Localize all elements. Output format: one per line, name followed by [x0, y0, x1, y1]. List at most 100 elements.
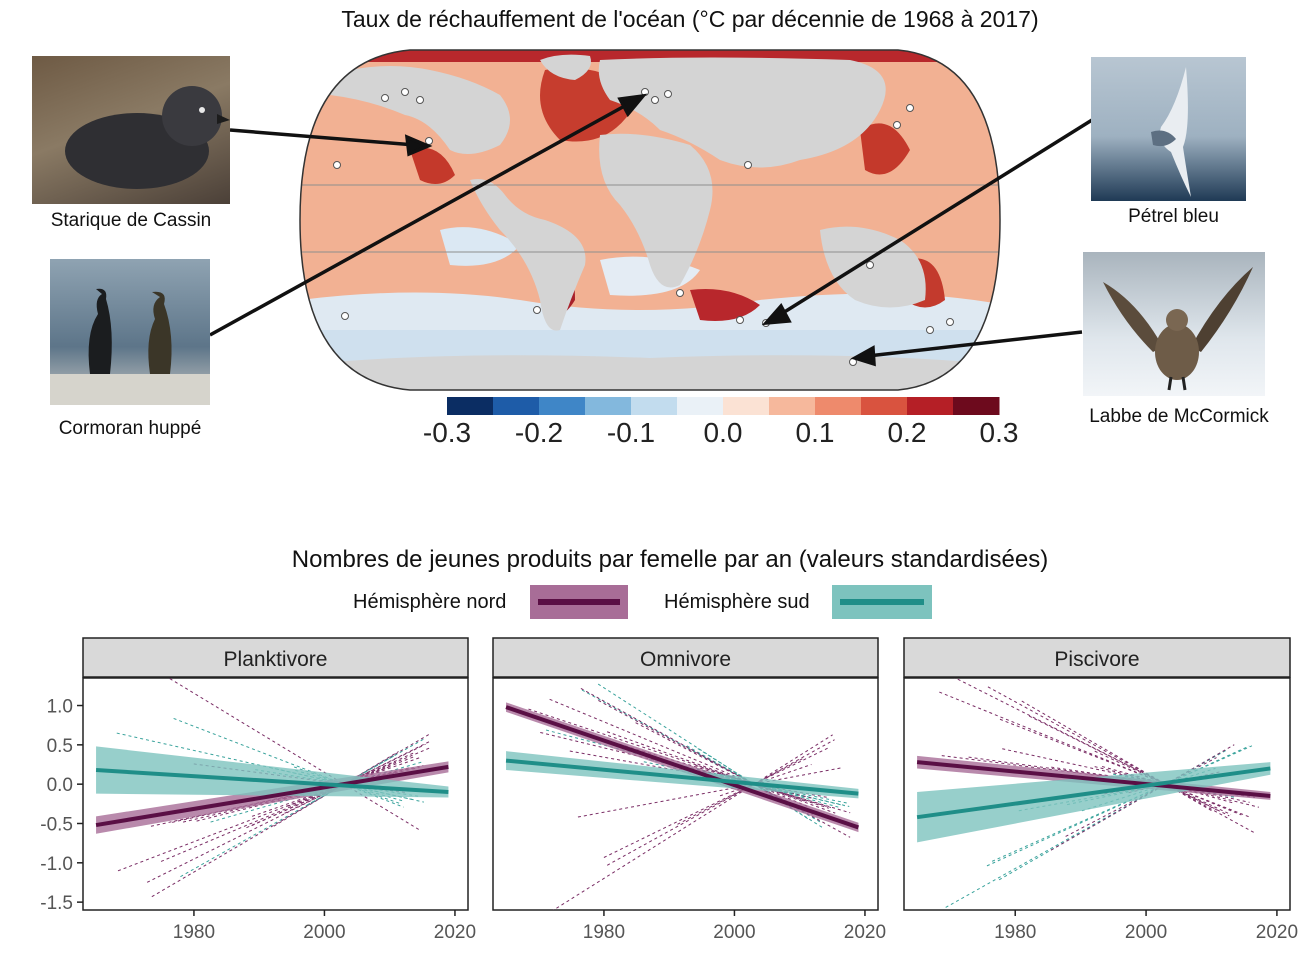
facet-panel-planktivore: Planktivore 1980 2000 2020 1.0 0.5 0.0 -0.5 -1.0… — [40, 637, 476, 943]
eurasia-land — [598, 57, 886, 168]
colorbar-swatch — [585, 397, 632, 415]
facet-strip — [903, 637, 1291, 678]
arrow-labbe — [867, 330, 1083, 358]
colony-trend-line — [998, 751, 1223, 881]
legend-swatch-south — [832, 585, 932, 619]
colorbar-swatch — [631, 397, 678, 415]
labbe-photo — [1083, 252, 1265, 396]
arrow-petrel-head — [761, 302, 792, 326]
colony-trend-line — [581, 689, 808, 814]
legend-line-south — [840, 599, 924, 605]
facet-title: Planktivore — [224, 648, 328, 671]
colony-trend-line — [686, 745, 823, 824]
trend-line-north — [95, 764, 449, 828]
colorbar-swatch — [539, 397, 586, 415]
colorbar-swatch — [769, 397, 816, 415]
africa-land — [599, 133, 713, 288]
colony-trend-line — [1094, 750, 1232, 816]
south-pacific-cool-patch — [440, 227, 520, 266]
y-tick-label: -1.0 — [40, 854, 73, 875]
colony-trend-line — [1050, 744, 1235, 851]
colorbar-tick-label: 0.0 — [704, 417, 743, 448]
colorbar-swatch — [447, 397, 494, 415]
bird-label-cormoran: Cormoran huppé — [58, 418, 202, 439]
cassin-photo — [32, 56, 230, 204]
map-title: Taux de réchauffement de l'océan (°C par… — [341, 6, 1039, 32]
arctic-hot-band — [300, 50, 1000, 62]
legend-label-south: Hémisphère sud — [664, 591, 810, 613]
y-tick-label: 0.0 — [47, 775, 73, 796]
ocean-warming-map — [300, 50, 1000, 390]
petrel-photo — [1091, 57, 1246, 201]
arrow-labbe-head — [850, 345, 876, 367]
lower-chart-title: Nombres de jeunes produits par femelle p… — [291, 546, 1049, 573]
arrow-petrel — [777, 118, 1093, 318]
bird-label-petrel: Pétrel bleu — [1128, 206, 1219, 227]
greenland-land — [540, 54, 591, 80]
colony-trend-line — [1021, 700, 1215, 813]
colorbar-tick-label: -0.2 — [515, 417, 563, 448]
facet-marks — [916, 678, 1271, 908]
colony-trend-line — [577, 767, 841, 818]
x-tick-label: 1980 — [583, 922, 625, 943]
southern-ocean-transition — [300, 292, 1000, 330]
colorbar-tick-label: -0.3 — [423, 417, 471, 448]
legend-swatch-north — [530, 585, 628, 619]
colorbar-tick-label: 0.3 — [980, 417, 1019, 448]
colorbar-swatch — [723, 397, 770, 415]
colony-trend-line — [987, 686, 1255, 833]
colony-trend-line — [991, 745, 1253, 862]
arrow-cormoran-head — [617, 93, 648, 118]
antarctica-land — [300, 355, 1000, 390]
colorbar-tick-label: 0.2 — [888, 417, 927, 448]
legend-label-north: Hémisphère nord — [353, 591, 507, 613]
trend-line-north — [916, 760, 1271, 798]
arrow-cassin-head — [404, 134, 433, 157]
north-america-land — [330, 66, 510, 154]
y-tick-label: 0.5 — [47, 736, 73, 757]
x-tick-label: 1980 — [173, 922, 215, 943]
x-tick-label: 2020 — [434, 922, 476, 943]
colorbar-tick-label: 0.1 — [796, 417, 835, 448]
colony-trend-line — [180, 738, 425, 878]
facet-marks — [505, 683, 860, 910]
cormoran-bird-image — [50, 288, 210, 405]
trend-line-south — [95, 768, 449, 795]
facet-title: Omnivore — [640, 648, 731, 671]
colorbar: -0.3 -0.2 -0.1 0.0 0.1 0.2 0.3 — [423, 397, 1019, 448]
colorbar-swatch — [953, 397, 1000, 415]
cassin-bird-image — [65, 86, 230, 189]
facet-title: Piscivore — [1054, 648, 1139, 671]
x-tick-label: 2020 — [1256, 922, 1298, 943]
colorbar-swatch — [677, 397, 724, 415]
colony-trend-line — [160, 746, 432, 862]
colony-trend-line — [941, 755, 1239, 794]
kuroshio-hotspot — [860, 123, 910, 175]
colony-trend-line — [146, 740, 432, 883]
colorbar-swatch — [815, 397, 862, 415]
south-america-land — [470, 179, 586, 331]
bird-label-cassin: Starique de Cassin — [50, 210, 212, 231]
colony-trend-line — [606, 739, 835, 866]
colony-trend-line — [986, 745, 1250, 867]
globe-outline — [299, 49, 1001, 391]
trend-line-north — [505, 705, 860, 830]
y-tick-label: 1.0 — [47, 697, 73, 718]
cormoran-photo — [50, 259, 210, 405]
colony-trend-line — [550, 723, 851, 814]
colony-trend-line — [695, 764, 829, 809]
colony-trend-line — [606, 731, 836, 814]
colony-trend-line — [1028, 715, 1230, 817]
facet-strip — [82, 637, 469, 678]
colorbar-swatch — [493, 397, 540, 415]
trend-line-south — [916, 766, 1271, 820]
bird-label-labbe: Labbe de McCormick — [1089, 406, 1269, 427]
arrow-cassin — [229, 128, 416, 147]
labbe-bird-image — [1103, 267, 1253, 391]
x-tick-label: 2000 — [713, 922, 755, 943]
trend-line-south — [505, 758, 859, 796]
colorbar-swatch — [861, 397, 908, 415]
legend-line-north — [538, 599, 620, 605]
agulhas-hotspot — [690, 289, 760, 321]
colony-trend-line — [999, 718, 1250, 818]
